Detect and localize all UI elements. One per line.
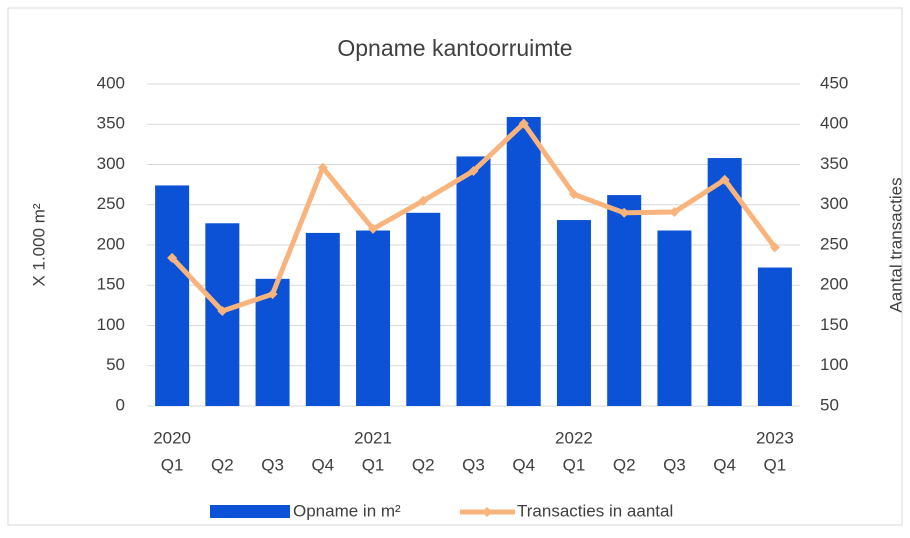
y2-tick-label: 100 [820,355,848,374]
y-axis-label: X 1.000 m² [29,203,48,286]
bar [607,195,642,406]
y2-tick-label: 300 [820,194,848,213]
y2-tick-label: 200 [820,275,848,294]
bar [506,117,541,406]
legend-label: Transacties in aantal [517,501,673,520]
bar [305,232,340,406]
bar [556,220,591,406]
x-group-label: 2020 [153,428,191,447]
y-tick-label: 0 [116,395,125,414]
line-marker [217,306,228,317]
y2-tick-label: 150 [820,315,848,334]
line-marker [468,165,479,176]
y-tick-label: 250 [97,194,125,213]
line-marker [368,223,379,234]
bar [657,230,692,406]
y-tick-label: 150 [97,275,125,294]
x-tick-label: Q4 [512,455,535,474]
x-tick-label: Q4 [713,455,736,474]
line-marker [317,162,328,173]
y2-tick-label: 350 [820,154,848,173]
y-tick-label: 400 [97,73,125,92]
y2-tick-label: 400 [820,114,848,133]
y-tick-label: 300 [97,154,125,173]
y2-tick-label: 250 [820,234,848,253]
legend-label: Opname in m² [293,501,401,520]
bar [757,267,792,406]
y2-axis-label: Aantal transacties [886,177,905,312]
bar [406,212,441,406]
y2-tick-label: 450 [820,73,848,92]
legend-swatch [210,505,290,518]
line-marker [619,207,630,218]
x-group-label: 2023 [756,428,794,447]
x-tick-label: Q1 [563,455,586,474]
line-marker [518,118,529,129]
x-tick-label: Q2 [613,455,636,474]
y2-tick-label: 50 [820,395,839,414]
bar [356,230,391,406]
x-tick-label: Q3 [462,455,485,474]
y-tick-label: 100 [97,315,125,334]
x-tick-label: Q1 [764,455,787,474]
line-marker [669,206,680,217]
line-marker [418,195,429,206]
line-marker [167,252,178,263]
bar [155,185,190,406]
chart-title: Opname kantoorruimte [337,35,572,61]
line-marker [719,174,730,185]
legend-marker [482,507,492,517]
y-tick-label: 50 [106,355,125,374]
x-group-label: 2022 [555,428,593,447]
x-tick-label: Q1 [362,455,385,474]
bar [456,156,491,406]
bar [707,158,742,406]
x-tick-label: Q4 [311,455,334,474]
x-tick-label: Q3 [261,455,284,474]
x-tick-label: Q2 [412,455,435,474]
y-tick-label: 200 [97,234,125,253]
y-tick-label: 350 [97,114,125,133]
line-marker [568,189,579,200]
x-group-label: 2021 [354,428,392,447]
line-marker [267,289,278,300]
x-tick-label: Q2 [211,455,234,474]
x-tick-label: Q1 [161,455,184,474]
x-tick-label: Q3 [663,455,686,474]
line-marker [769,242,780,253]
